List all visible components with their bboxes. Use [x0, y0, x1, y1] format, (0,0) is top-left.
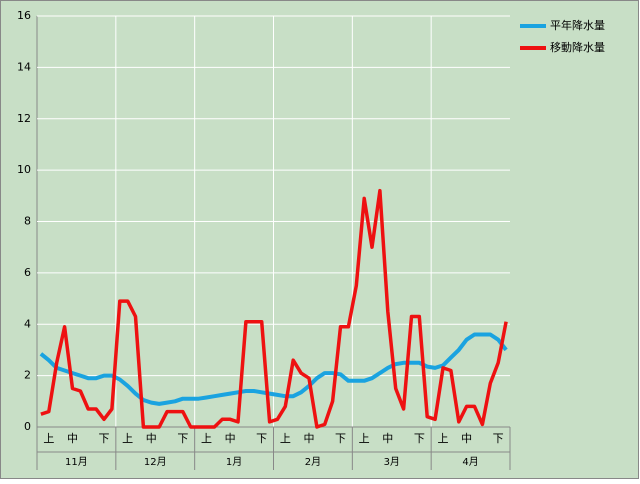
x-tick-label: 中 [67, 432, 78, 445]
y-tick-label: 16 [17, 9, 31, 22]
x-tick-label: 上 [43, 432, 54, 445]
legend-label: 平年降水量 [550, 18, 605, 32]
x-tick-label: 下 [177, 432, 188, 445]
x-tick-label: 中 [382, 432, 393, 445]
series-line [40, 188, 508, 429]
y-tick-label: 10 [17, 163, 31, 176]
x-tick-label: 中 [461, 432, 472, 445]
legend-label: 移動降水量 [550, 40, 605, 54]
x-tick-label: 下 [414, 432, 425, 445]
x-tick-label: 上 [201, 432, 212, 445]
y-tick-label: 8 [24, 215, 31, 228]
x-tick-label: 中 [146, 432, 157, 445]
y-tick-label: 2 [24, 369, 31, 382]
x-tick-label: 上 [280, 432, 291, 445]
group-label: 3月 [384, 456, 400, 468]
group-label: 2月 [305, 456, 321, 468]
group-label: 4月 [462, 456, 478, 468]
y-tick-label: 0 [24, 420, 31, 433]
x-tick-label: 下 [99, 432, 110, 445]
group-label: 1月 [226, 456, 242, 468]
x-tick-label: 中 [303, 432, 314, 445]
y-tick-label: 14 [17, 60, 31, 73]
x-tick-label: 下 [335, 432, 346, 445]
x-tick-label: 下 [256, 432, 267, 445]
x-tick-label: 中 [225, 432, 236, 445]
group-label: 12月 [144, 456, 167, 468]
x-tick-label: 上 [437, 432, 448, 445]
x-tick-label: 下 [493, 432, 504, 445]
x-tick-label: 上 [359, 432, 370, 445]
y-tick-label: 12 [17, 112, 31, 125]
y-tick-label: 4 [24, 317, 31, 330]
series-line [39, 332, 508, 406]
x-tick-label: 上 [122, 432, 133, 445]
y-tick-label: 6 [24, 266, 31, 279]
group-label: 11月 [65, 456, 88, 468]
